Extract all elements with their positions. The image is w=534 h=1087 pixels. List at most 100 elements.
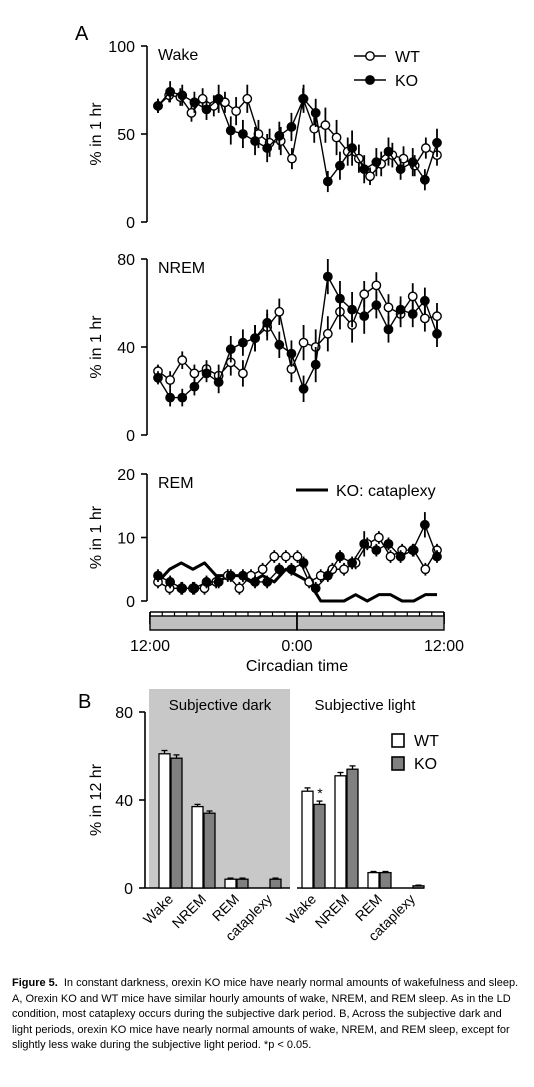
data-point-ko — [359, 164, 370, 175]
data-point-ko — [335, 160, 345, 171]
series-line-ko — [157, 275, 438, 399]
data-point-ko — [359, 311, 370, 322]
panel-title: Wake — [158, 47, 198, 64]
data-point-wt — [420, 564, 431, 575]
data-point-wt — [371, 280, 382, 291]
data-point-ko — [310, 583, 321, 594]
data-point-wt — [320, 120, 331, 131]
data-point-wt — [234, 583, 245, 594]
data-point-wt — [231, 106, 242, 117]
legend-label-ko: KO — [414, 756, 437, 773]
data-point-ko — [432, 551, 442, 562]
data-point-ko — [153, 570, 163, 581]
data-point-wt — [419, 313, 430, 324]
legend-label-wt: WT — [414, 733, 439, 750]
y-tick-label: 80 — [117, 252, 135, 269]
legend-marker-ko — [365, 75, 375, 85]
data-point-ko — [383, 538, 394, 549]
series-line-ko-cataplexy — [156, 561, 437, 603]
y-tick-label: 0 — [126, 594, 135, 611]
bar-ko-light-nrem — [346, 768, 359, 889]
data-point-ko — [286, 564, 297, 575]
y-tick-label: 50 — [117, 127, 135, 144]
data-point-ko — [310, 359, 321, 370]
bar-wt-dark-wake — [158, 753, 171, 889]
data-point-ko — [432, 137, 442, 148]
data-point-ko — [213, 93, 224, 104]
data-point-ko — [395, 551, 406, 562]
data-point-ko — [383, 146, 394, 157]
data-point-wt — [280, 551, 291, 562]
data-point-ko — [407, 157, 418, 168]
series-line-wt — [157, 284, 438, 381]
data-point-ko — [262, 317, 273, 328]
data-point-ko — [432, 328, 442, 339]
data-point-ko — [371, 157, 382, 168]
data-point-ko — [407, 545, 418, 556]
data-point-ko — [347, 143, 357, 153]
y-axis-label: % in 1 hr — [88, 315, 105, 379]
data-point-wt — [165, 375, 176, 385]
data-point-ko — [419, 519, 430, 530]
data-point-wt — [322, 328, 333, 339]
data-point-ko — [177, 90, 188, 101]
data-point-ko — [395, 304, 406, 315]
data-point-ko — [177, 392, 188, 403]
figure-caption: Figure 5. In constant darkness, orexin KO… — [12, 976, 524, 1054]
data-point-ko — [298, 93, 309, 104]
significance-mark: * — [317, 785, 323, 801]
data-point-ko — [322, 271, 333, 282]
data-point-wt — [365, 171, 375, 182]
data-point-ko — [335, 551, 345, 562]
data-point-wt — [339, 564, 349, 575]
data-point-ko — [250, 577, 260, 587]
bar-ko-light-wake — [313, 803, 326, 889]
data-point-ko — [238, 570, 248, 581]
y-tick-label: 100 — [108, 39, 135, 56]
data-point-ko — [286, 348, 297, 359]
data-point-ko — [274, 564, 285, 575]
group-label-dark: Subjective dark — [169, 697, 272, 714]
group-label-light: Subjective light — [315, 697, 417, 714]
data-point-ko — [165, 577, 176, 587]
data-point-ko — [225, 344, 236, 355]
data-point-wt — [242, 93, 253, 104]
data-point-ko — [335, 293, 345, 304]
data-point-ko — [153, 372, 163, 383]
data-point-wt — [238, 368, 248, 379]
data-point-ko — [371, 545, 382, 556]
y-tick-label: 0 — [126, 428, 135, 445]
data-point-ko — [262, 577, 273, 587]
data-point-ko — [213, 377, 224, 388]
data-point-ko — [359, 538, 370, 549]
bar-wt-dark-rem — [224, 878, 237, 889]
data-point-ko — [322, 570, 333, 581]
series-line-ko — [157, 91, 438, 183]
bar-ko-dark-nrem — [203, 812, 216, 889]
bar-wt-light-nrem — [334, 775, 347, 889]
data-point-ko — [177, 583, 188, 594]
data-point-ko — [165, 392, 176, 403]
y-tick-label: 40 — [115, 793, 133, 810]
data-point-ko — [383, 324, 394, 335]
data-point-ko — [213, 577, 224, 587]
bar-wt-light-wake — [301, 790, 314, 889]
legend-marker-wt — [365, 51, 375, 61]
data-point-wt — [298, 337, 309, 348]
category-label: NREM — [312, 891, 352, 931]
data-point-wt — [383, 302, 394, 313]
panel-b-letter: B — [78, 691, 91, 713]
data-point-ko — [347, 558, 357, 568]
data-point-wt — [269, 551, 280, 562]
legend-box-ko — [391, 756, 405, 771]
data-point-ko — [371, 300, 382, 311]
data-point-ko — [189, 381, 200, 392]
subjective-light-bar — [296, 615, 445, 631]
data-point-wt — [197, 93, 208, 104]
data-point-wt — [257, 564, 268, 575]
data-point-wt — [177, 355, 188, 366]
x-tick-label: 12:00 — [424, 638, 464, 655]
y-tick-label: 80 — [115, 705, 133, 722]
x-axis-label: Circadian time — [246, 658, 348, 675]
